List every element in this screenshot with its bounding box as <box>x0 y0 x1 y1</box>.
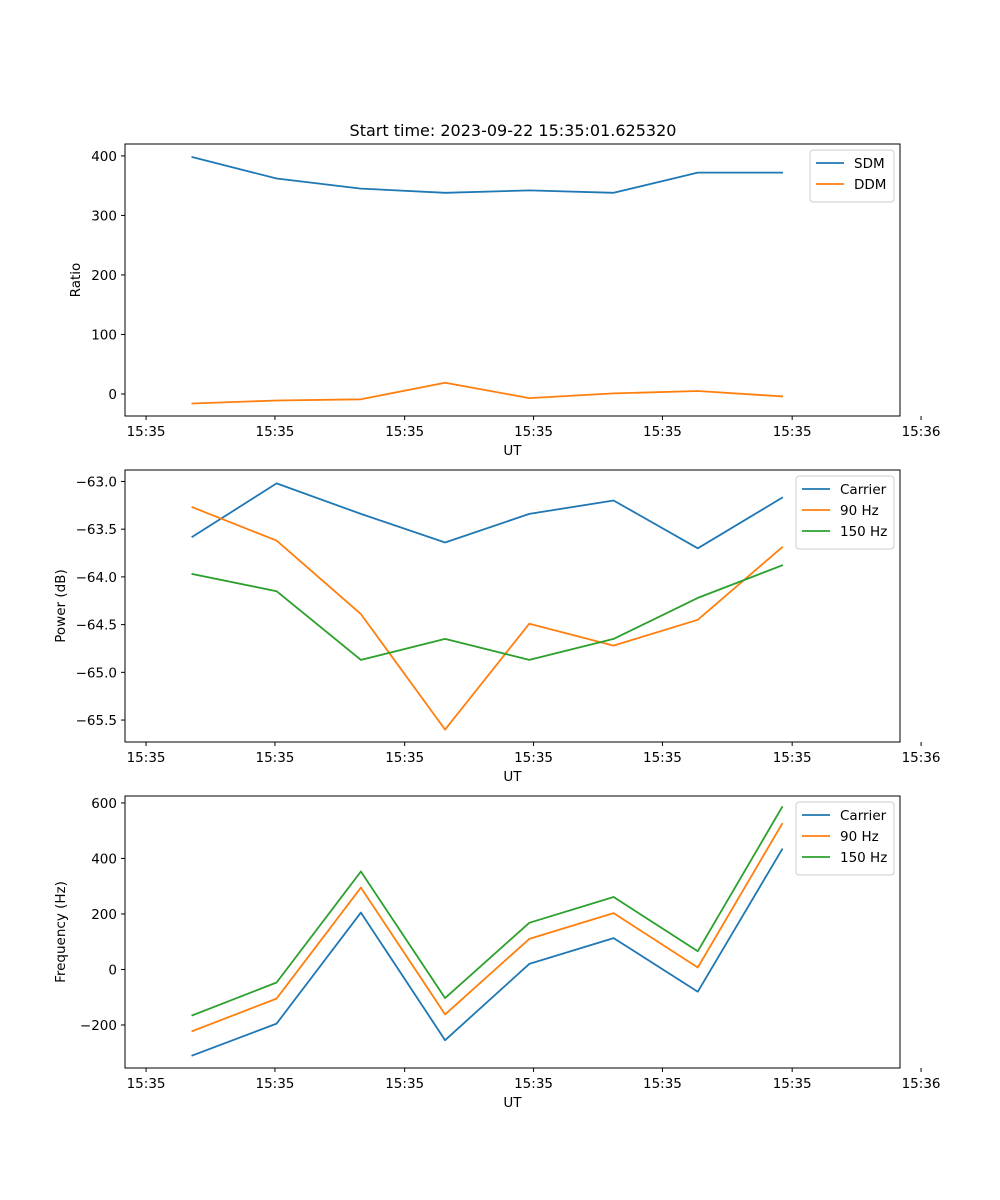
power-legend-label: 150 Hz <box>840 524 887 540</box>
frequency-series-150-hz <box>191 805 784 1017</box>
frequency-y-axis-label: Frequency (Hz) <box>53 881 69 983</box>
power-legend: Carrier 90 Hz 150 Hz <box>795 475 895 550</box>
frequency-y-tick-label: 200 <box>91 907 117 923</box>
power-series-carrier <box>191 482 784 550</box>
ratio-x-tick-label: 15:35 <box>127 424 166 440</box>
ratio-y-tick-label: 0 <box>108 387 117 403</box>
frequency-x-tick-label: 15:35 <box>255 1076 294 1092</box>
frequency-y-tick-label: 600 <box>91 796 117 812</box>
power-x-tick-label: 15:36 <box>902 750 941 766</box>
power-axes-frame <box>124 469 901 743</box>
power-legend-label: Carrier <box>840 482 887 498</box>
ratio-y-axis-label: Ratio <box>68 263 84 298</box>
ratio-y-tick-label: 100 <box>91 327 117 343</box>
frequency-x-tick-label: 15:35 <box>773 1076 812 1092</box>
power-x-tick-label: 15:35 <box>385 750 424 766</box>
frequency-legend-label: 150 Hz <box>840 850 887 866</box>
ratio-y-tick-label: 300 <box>91 208 117 224</box>
frequency-series-carrier <box>191 848 784 1057</box>
power-y-tick-label: −65.0 <box>76 665 117 681</box>
ratio-axes-frame <box>124 143 901 417</box>
power-legend-label: 90 Hz <box>840 503 879 519</box>
frequency-axes-frame <box>124 795 901 1069</box>
power-x-tick-label: 15:35 <box>255 750 294 766</box>
power-y-tick-label: −64.5 <box>76 618 117 634</box>
frequency-panel: 15:35 15:35 15:35 15:35 15:35 15:35 15:36 −200 0… <box>53 795 941 1111</box>
ratio-x-axis-label: UT <box>503 443 522 459</box>
power-x-tick-label: 15:35 <box>643 750 682 766</box>
frequency-x-tick-label: 15:35 <box>127 1076 166 1092</box>
frequency-x-tick-label: 15:35 <box>385 1076 424 1092</box>
ratio-series-sdm <box>191 156 783 194</box>
power-y-axis-label: Power (dB) <box>53 569 69 642</box>
power-series-90-hz <box>191 506 784 731</box>
frequency-y-tick-label: 0 <box>108 962 117 978</box>
frequency-legend-label: 90 Hz <box>840 829 879 845</box>
frequency-y-tick-label: −200 <box>80 1018 117 1034</box>
frequency-x-tick-label: 15:35 <box>514 1076 553 1092</box>
ratio-x-tick-label: 15:35 <box>773 424 812 440</box>
power-y-tick-label: −63.0 <box>76 474 117 490</box>
ratio-x-tick-label: 15:35 <box>255 424 294 440</box>
power-y-tick-label: −64.0 <box>76 570 117 586</box>
ratio-x-tick-label: 15:35 <box>514 424 553 440</box>
power-x-tick-label: 15:35 <box>773 750 812 766</box>
power-y-tick-label: −63.5 <box>76 522 117 538</box>
power-x-tick-label: 15:35 <box>514 750 553 766</box>
frequency-legend: Carrier 90 Hz 150 Hz <box>795 801 895 876</box>
power-y-tick-label: −65.5 <box>76 713 117 729</box>
power-series-150-hz <box>191 564 784 661</box>
ratio-y-tick-label: 400 <box>91 149 117 165</box>
frequency-series-90-hz <box>191 822 784 1033</box>
frequency-x-axis-label: UT <box>503 1095 522 1111</box>
ratio-panel: 15:35 15:35 15:35 15:35 15:35 15:35 15:36 0 100 2… <box>68 143 941 459</box>
power-x-axis-label: UT <box>503 769 522 785</box>
frequency-y-tick-label: 400 <box>91 851 117 867</box>
chart-title: Start time: 2023-09-22 15:35:01.625320 <box>350 121 677 140</box>
ratio-x-tick-label: 15:35 <box>385 424 424 440</box>
frequency-x-tick-label: 15:36 <box>902 1076 941 1092</box>
ratio-legend-label: SDM <box>854 156 885 172</box>
ratio-y-tick-label: 200 <box>91 268 117 284</box>
ratio-legend-label: DDM <box>854 177 886 193</box>
ratio-x-tick-label: 15:35 <box>643 424 682 440</box>
frequency-x-tick-label: 15:35 <box>643 1076 682 1092</box>
frequency-legend-label: Carrier <box>840 808 887 824</box>
power-panel: 15:35 15:35 15:35 15:35 15:35 15:35 15:36 −63.0… <box>53 469 941 785</box>
ratio-legend: SDM DDM <box>809 149 895 203</box>
ratio-x-tick-label: 15:36 <box>902 424 941 440</box>
ratio-series-ddm <box>191 381 784 405</box>
power-x-tick-label: 15:35 <box>127 750 166 766</box>
